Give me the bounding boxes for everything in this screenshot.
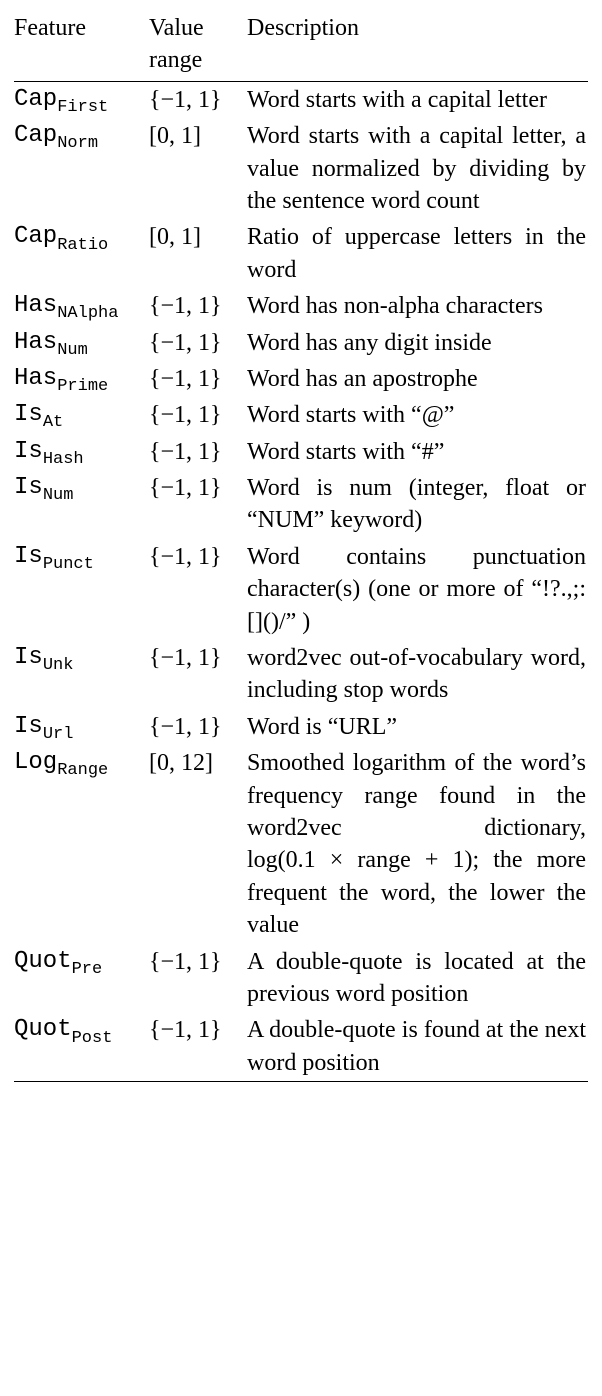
table-row: HasNum{−1, 1}Word has any digit inside	[14, 325, 588, 361]
feature-cell: HasNAlpha	[14, 288, 149, 324]
range-cell: [0, 1]	[149, 118, 247, 219]
feature-cell: CapFirst	[14, 81, 149, 118]
description-cell: Word contains punctua­tion character(s) …	[247, 539, 588, 640]
feature-subscript: At	[43, 413, 63, 432]
feature-cell: CapNorm	[14, 118, 149, 219]
range-cell: {−1, 1}	[149, 539, 247, 640]
feature-subscript: Num	[57, 341, 88, 360]
feature-main: Is	[14, 543, 43, 570]
table-row: QuotPost{−1, 1}A double-quote is found a…	[14, 1012, 588, 1081]
range-cell: {−1, 1}	[149, 709, 247, 745]
table-row: HasPrime{−1, 1}Word has an apostrophe	[14, 361, 588, 397]
feature-main: Is	[14, 401, 43, 428]
table-row: IsUnk{−1, 1}word2vec out-of-vocabulary w…	[14, 640, 588, 709]
feature-subscript: Prime	[57, 377, 108, 396]
col-header-desc: Description	[247, 12, 588, 81]
feature-main: Is	[14, 713, 43, 740]
feature-cell: IsPunct	[14, 539, 149, 640]
range-cell: {−1, 1}	[149, 361, 247, 397]
feature-subscript: First	[57, 98, 108, 117]
feature-subscript: NAlpha	[57, 304, 118, 323]
table-row: IsHash{−1, 1}Word starts with “#”	[14, 434, 588, 470]
table-body: CapFirst{−1, 1}Word starts with a capita…	[14, 81, 588, 1081]
table-row: LogRange[0, 12]Smoothed logarithm of the…	[14, 745, 588, 943]
range-cell: [0, 1]	[149, 219, 247, 288]
table-row: CapNorm[0, 1]Word starts with a capital …	[14, 118, 588, 219]
table-row: HasNAlpha{−1, 1}Word has non-alpha char­…	[14, 288, 588, 324]
description-cell: A double-quote is found at the next word…	[247, 1012, 588, 1081]
table-header-row: Feature Value range Description	[14, 12, 588, 81]
feature-main: Cap	[14, 223, 57, 250]
description-cell: Word starts with a capital letter	[247, 81, 588, 118]
features-table: Feature Value range Description CapFirst…	[14, 12, 588, 1082]
feature-subscript: Ratio	[57, 236, 108, 255]
description-cell: Smoothed logarithm of the word’s frequen…	[247, 745, 588, 943]
feature-main: Quot	[14, 1016, 72, 1043]
range-cell: {−1, 1}	[149, 288, 247, 324]
description-cell: Word starts with “#”	[247, 434, 588, 470]
table-row: IsAt{−1, 1}Word starts with “@”	[14, 397, 588, 433]
feature-subscript: Hash	[43, 450, 84, 469]
description-cell: Word has an apostrophe	[247, 361, 588, 397]
feature-main: Cap	[14, 122, 57, 149]
range-cell: {−1, 1}	[149, 944, 247, 1013]
description-cell: Word is “URL”	[247, 709, 588, 745]
description-cell: Word starts with “@”	[247, 397, 588, 433]
description-cell: Word starts with a capital letter, a val…	[247, 118, 588, 219]
feature-cell: LogRange	[14, 745, 149, 943]
feature-main: Is	[14, 474, 43, 501]
table-row: IsPunct{−1, 1}Word contains punctua­tion…	[14, 539, 588, 640]
feature-main: Quot	[14, 948, 72, 975]
range-cell: {−1, 1}	[149, 470, 247, 539]
feature-subscript: Url	[43, 725, 74, 744]
feature-subscript: Unk	[43, 656, 74, 675]
description-cell: Word has any digit inside	[247, 325, 588, 361]
description-cell: Word is num (integer, float or “NUM” key…	[247, 470, 588, 539]
feature-subscript: Norm	[57, 134, 98, 153]
feature-main: Is	[14, 438, 43, 465]
table-row: CapRatio[0, 1]Ratio of uppercase letters…	[14, 219, 588, 288]
range-cell: {−1, 1}	[149, 434, 247, 470]
description-cell: Word has non-alpha char­acters	[247, 288, 588, 324]
range-cell: {−1, 1}	[149, 81, 247, 118]
feature-cell: IsAt	[14, 397, 149, 433]
description-cell: Ratio of uppercase letters in the word	[247, 219, 588, 288]
feature-cell: HasPrime	[14, 361, 149, 397]
range-cell: [0, 12]	[149, 745, 247, 943]
col-header-feature: Feature	[14, 12, 149, 81]
feature-main: Has	[14, 365, 57, 392]
feature-main: Has	[14, 329, 57, 356]
feature-main: Cap	[14, 86, 57, 113]
feature-subscript: Punct	[43, 555, 94, 574]
range-cell: {−1, 1}	[149, 397, 247, 433]
col-header-range: Value range	[149, 12, 247, 81]
feature-subscript: Range	[57, 761, 108, 780]
description-cell: A double-quote is located at the previou…	[247, 944, 588, 1013]
table-row: IsNum{−1, 1}Word is num (integer, float …	[14, 470, 588, 539]
feature-main: Has	[14, 292, 57, 319]
feature-subscript: Pre	[72, 960, 103, 979]
feature-cell: CapRatio	[14, 219, 149, 288]
feature-cell: QuotPre	[14, 944, 149, 1013]
feature-cell: IsHash	[14, 434, 149, 470]
feature-main: Is	[14, 644, 43, 671]
table-row: IsUrl{−1, 1}Word is “URL”	[14, 709, 588, 745]
feature-main: Log	[14, 749, 57, 776]
table-row: QuotPre{−1, 1}A double-quote is located …	[14, 944, 588, 1013]
feature-subscript: Post	[72, 1029, 113, 1048]
feature-subscript: Num	[43, 486, 74, 505]
feature-cell: HasNum	[14, 325, 149, 361]
feature-cell: IsUrl	[14, 709, 149, 745]
description-cell: word2vec out-of-vocabulary word, in­clud…	[247, 640, 588, 709]
table-row: CapFirst{−1, 1}Word starts with a capita…	[14, 81, 588, 118]
range-cell: {−1, 1}	[149, 640, 247, 709]
feature-cell: QuotPost	[14, 1012, 149, 1081]
range-cell: {−1, 1}	[149, 1012, 247, 1081]
feature-cell: IsNum	[14, 470, 149, 539]
feature-cell: IsUnk	[14, 640, 149, 709]
range-cell: {−1, 1}	[149, 325, 247, 361]
